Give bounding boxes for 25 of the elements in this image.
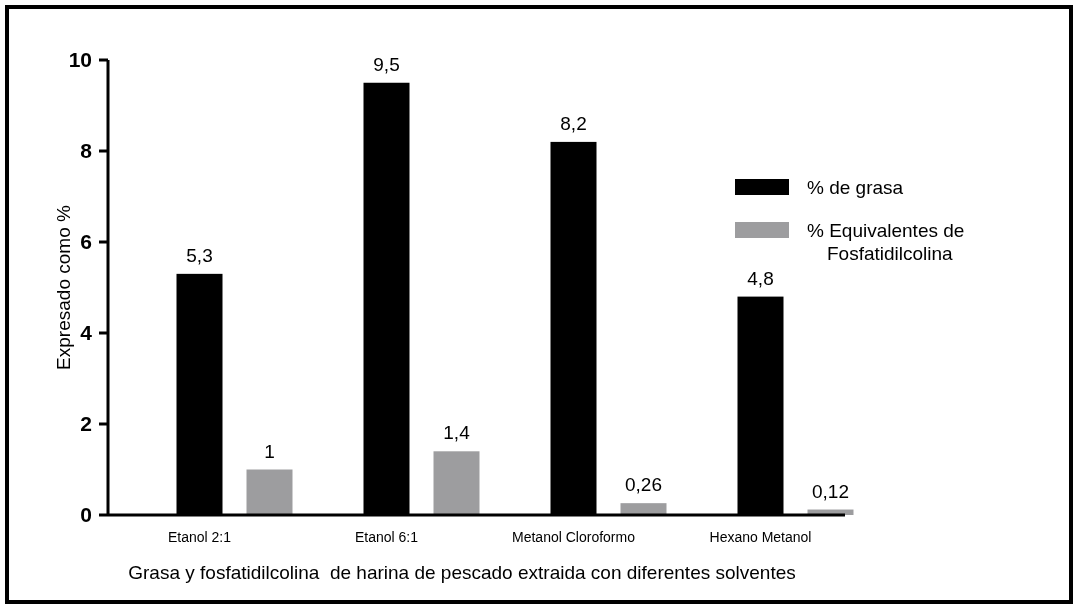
bar [433,451,480,515]
y-tick-label: 10 [68,48,92,72]
data-label: 1 [264,440,275,462]
y-tick-label: 2 [80,412,92,436]
data-label: 0,26 [625,474,662,496]
legend-label: % de grasa [807,176,904,198]
x-axis-title: Grasa y fosfatidilcolina de harina de pescado extraida con diferentes solventes [128,561,796,583]
y-axis-title: Expresado como % [52,205,74,370]
data-label: 5,3 [186,244,213,266]
x-tick-label: Metanol Cloroformo [512,528,636,545]
y-tick-label: 8 [80,139,93,163]
data-label: 4,8 [747,267,774,289]
x-tick-label: Etanol 6:1 [354,528,419,545]
data-label: 1,4 [443,422,471,444]
data-label: 8,2 [560,112,587,134]
y-tick-label: 0 [80,503,92,527]
legend-label: % Equivalentes de Fosfatidilcolina [807,219,965,264]
x-tick-label: Etanol 2:1 [167,528,232,545]
bar [620,503,667,515]
data-label: 0,12 [812,480,849,502]
y-tick-label: 6 [80,230,92,254]
data-label: 9,5 [373,53,400,75]
y-tick-label: 4 [80,321,93,345]
bar [246,469,293,515]
x-tick-label: Hexano Metanol [709,528,812,545]
